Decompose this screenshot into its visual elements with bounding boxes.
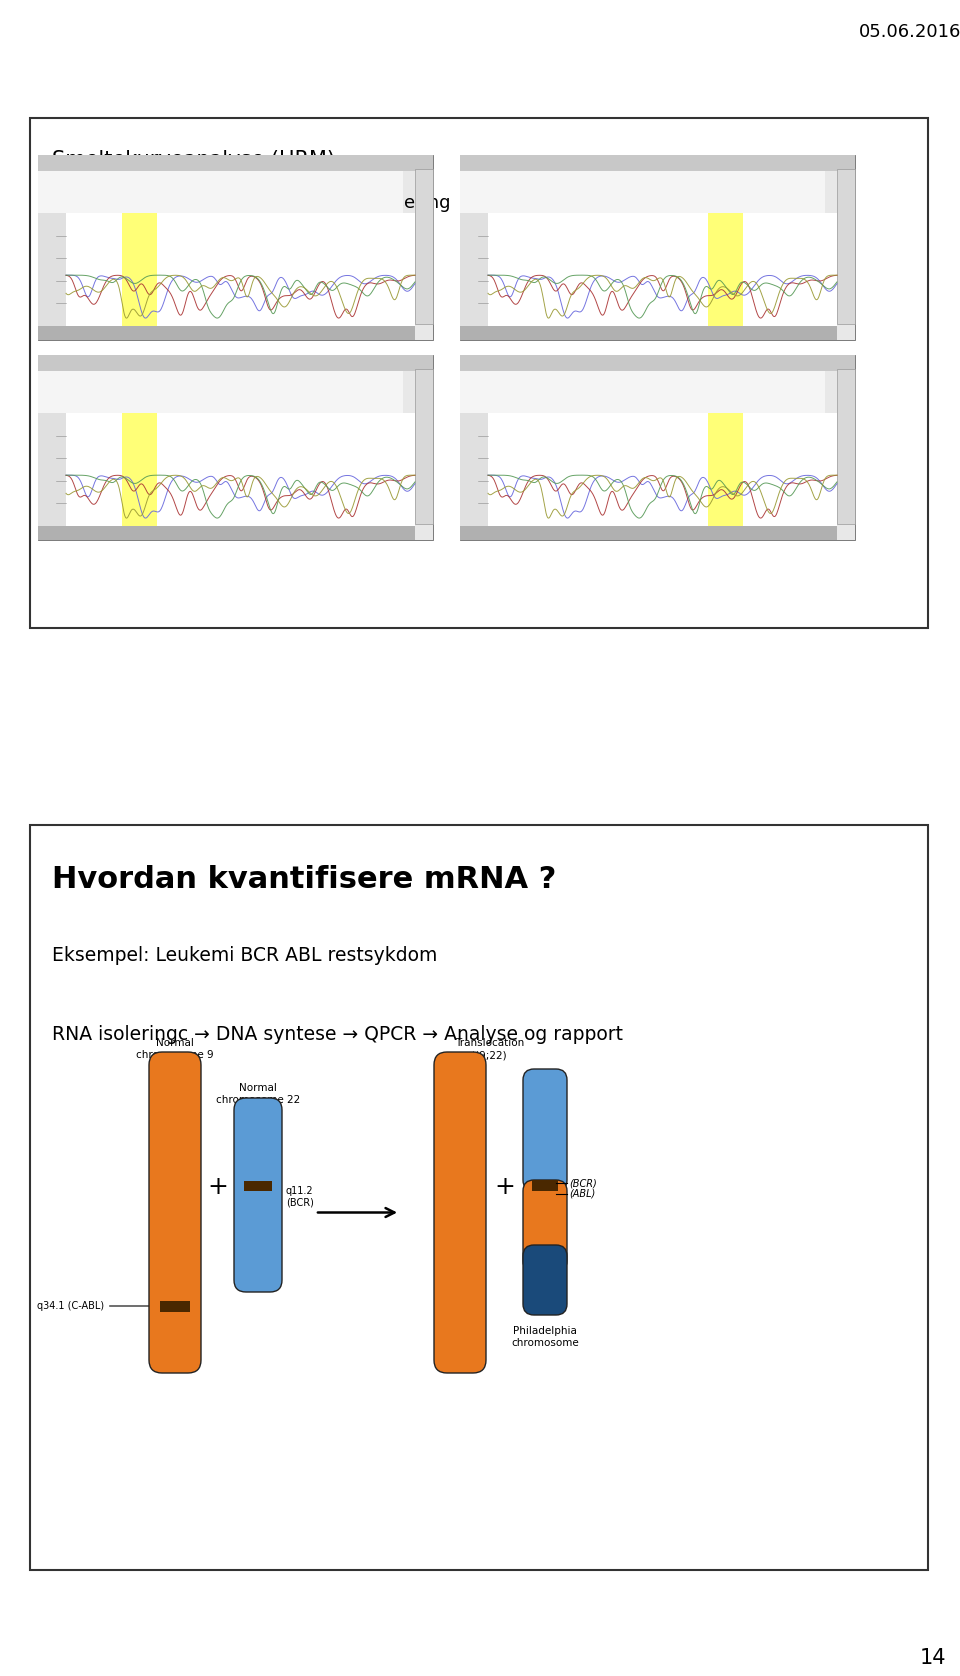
FancyBboxPatch shape [523,1245,567,1316]
Bar [38,355,433,540]
Bar [460,526,837,540]
Text: RNA isoleringc → DNA syntese → QPCR → Analyse og rapport: RNA isoleringc → DNA syntese → QPCR → An… [52,1026,623,1044]
Bar [415,369,433,525]
Bar [415,169,433,323]
Bar [38,213,66,327]
Bar [38,327,415,340]
Bar [460,412,488,526]
Bar [38,370,403,412]
Bar [488,412,837,526]
Bar [460,171,825,213]
Bar [244,1182,272,1192]
Bar [460,355,855,540]
Text: Smeltekurveanalyse (HRM): Smeltekurveanalyse (HRM) [52,149,335,169]
Text: q34.1 (C-ABL): q34.1 (C-ABL) [36,1301,157,1311]
Text: Normal
chromosome 9: Normal chromosome 9 [136,1037,214,1059]
Bar [160,1301,190,1312]
FancyBboxPatch shape [523,1069,567,1192]
Text: (ABL): (ABL) [569,1188,595,1198]
Bar [460,154,855,171]
Bar [460,370,825,412]
FancyBboxPatch shape [523,1180,567,1272]
Text: +: + [494,1175,516,1198]
Bar [30,117,928,628]
Text: +: + [207,1175,228,1198]
Bar [837,169,855,323]
Bar [30,825,928,1570]
Bar [708,412,743,526]
Bar [38,412,66,526]
Bar [38,526,415,540]
Text: Translocation
t(9;22): Translocation t(9;22) [455,1037,524,1059]
Bar [122,213,156,327]
Text: (BCR): (BCR) [569,1178,597,1188]
Bar [460,154,855,340]
Text: 14: 14 [920,1648,947,1668]
Text: Eksempel: Leukemi BCR ABL restsykdom: Eksempel: Leukemi BCR ABL restsykdom [52,945,438,964]
Bar [38,154,433,340]
FancyBboxPatch shape [234,1098,282,1292]
Text: Hvordan kvantifisere mRNA ?: Hvordan kvantifisere mRNA ? [52,865,557,895]
Bar [532,1180,558,1192]
FancyBboxPatch shape [434,1053,486,1373]
Bar [122,412,156,526]
Text: 05.06.2016: 05.06.2016 [859,23,960,40]
Bar [708,213,743,327]
Bar [38,355,433,370]
Bar [460,355,855,370]
Bar [66,213,415,327]
Bar [38,171,403,213]
Text: Funn blir bekreftet ved sanger sekvensering: Funn blir bekreftet ved sanger sekvenser… [52,194,450,211]
Text: q11.2
(BCR): q11.2 (BCR) [275,1187,314,1208]
Bar [488,213,837,327]
Bar [837,369,855,525]
Bar [38,154,433,171]
Bar [460,327,837,340]
Text: Normal
chromosome 22: Normal chromosome 22 [216,1083,300,1104]
Text: Philadelphia
chromosome: Philadelphia chromosome [511,1326,579,1349]
FancyBboxPatch shape [149,1053,201,1373]
Bar [66,412,415,526]
Bar [460,213,488,327]
